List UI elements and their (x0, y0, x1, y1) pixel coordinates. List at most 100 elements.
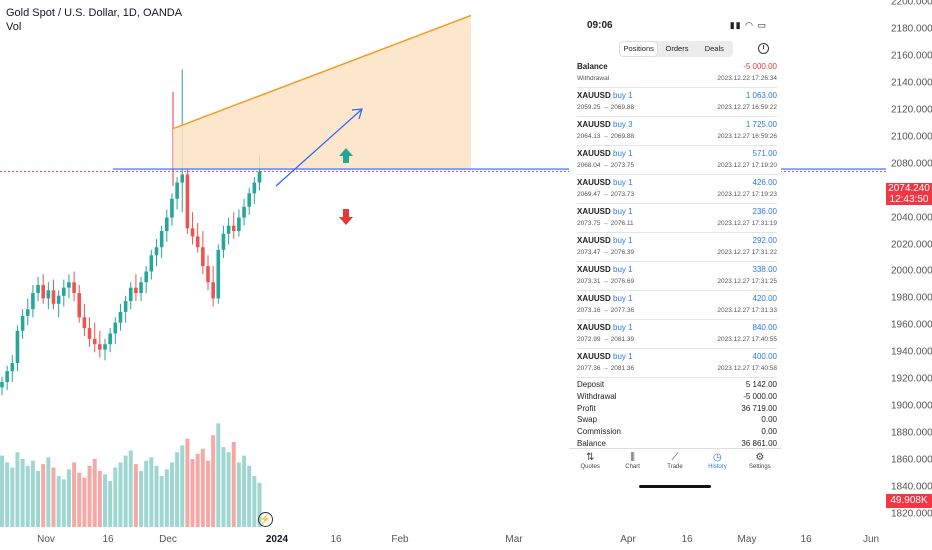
current-price-tag: 2074.240 12:43:50 (886, 183, 932, 205)
row-divider (577, 116, 777, 117)
candle (226, 217, 231, 245)
deal-side: buy 1 (613, 149, 633, 158)
tab-deals[interactable]: Deals (704, 44, 724, 53)
volume-bar (242, 455, 247, 527)
deal-detail: 2073.31 → 2076.69 (577, 278, 635, 285)
symbol-text: XAUUSD (577, 323, 611, 332)
deal-time: 2023.12.27 17:19:20 (717, 162, 777, 169)
candle (221, 225, 226, 258)
symbol-text: XAUUSD (577, 91, 611, 100)
summary-value: 36 861.00 (741, 439, 777, 448)
deal-detail: 2077.36 → 2081.36 (577, 365, 635, 372)
volume-bar (113, 467, 118, 527)
candle (56, 290, 61, 318)
candles-icon: ⫼ (630, 452, 635, 463)
time-tick: Nov (37, 534, 55, 545)
bolt-icon[interactable]: ⚡ (258, 512, 273, 527)
candle (195, 222, 200, 253)
price-tick: 2040.000 (891, 212, 932, 224)
volume-legend: Vol (6, 21, 22, 33)
deal-profit: 426.00 (752, 178, 777, 187)
deal-row[interactable]: XAUUSD buy 1 2068.04 → 2073.75 571.00 2023.… (577, 149, 777, 177)
candle (170, 193, 174, 226)
candle (67, 274, 71, 299)
price-tick: 1940.000 (891, 346, 932, 358)
time-tick: 16 (800, 534, 812, 545)
time-tick: 16 (330, 534, 342, 545)
deal-detail: 2064.13 → 2069.88 (577, 133, 635, 140)
deal-row[interactable]: XAUUSD buy 1 2077.36 → 2081.36 400.00 2023.… (577, 352, 777, 380)
deal-row[interactable]: XAUUSD buy 1 2073.16 → 2077.36 420.00 2023.… (577, 294, 777, 322)
volume-bar (25, 465, 30, 527)
row-divider (577, 87, 777, 88)
nav-chart[interactable]: ⫼ Chart (611, 449, 653, 479)
candle (211, 266, 215, 307)
down-arrow-icon[interactable] (339, 209, 353, 225)
candle (118, 303, 123, 331)
deal-time: 2023.12.27 17:40:58 (717, 365, 777, 372)
candle (206, 255, 210, 291)
candle (108, 328, 112, 353)
deal-symbol: XAUUSD buy 3 (577, 120, 633, 129)
candle (123, 295, 128, 323)
candle (185, 169, 190, 234)
row-divider (577, 290, 777, 291)
current-price-label: 2074.240 (888, 183, 930, 194)
volume-bar (82, 477, 87, 527)
volume-bar (108, 481, 113, 527)
volume-bar (72, 462, 77, 527)
countdown-label: 12:43:50 (889, 194, 929, 205)
projection-line[interactable] (172, 14, 472, 130)
nav-settings[interactable]: ⚙ Settings (739, 449, 781, 479)
deal-side: buy 1 (613, 265, 633, 274)
row-divider (577, 145, 777, 146)
volume-bar (92, 459, 97, 527)
symbol-title[interactable]: Gold Spot / U.S. Dollar, 1D, OANDA (6, 7, 183, 19)
deal-row[interactable]: XAUUSD buy 1 2073.47 → 2076.39 292.00 2023.… (577, 236, 777, 264)
deal-row[interactable]: XAUUSD buy 3 2064.13 → 2069.88 1 725.00 202… (577, 120, 777, 148)
volume-bar (20, 459, 25, 527)
nav-quotes[interactable]: ⇅ Quotes (569, 449, 611, 479)
price-tick: 2140.000 (891, 77, 932, 89)
time-tick: 16 (681, 534, 693, 545)
summary-row: Swap 0.00 (577, 415, 777, 426)
up-arrow-icon[interactable] (339, 148, 353, 163)
candle (149, 249, 154, 280)
symbol-text: XAUUSD (577, 294, 611, 303)
summary-row: Commission 0.00 (577, 427, 777, 438)
candle (62, 279, 66, 307)
summary-value: 5 142.00 (745, 380, 777, 389)
candle (31, 284, 35, 318)
deal-time: 2023.12.22 17:26:34 (717, 75, 777, 82)
deal-row[interactable]: XAUUSD buy 1 2069.47 → 2073.73 426.00 2023.… (577, 178, 777, 206)
deal-time: 2023.12.27 17:19:23 (717, 191, 777, 198)
clock-icon[interactable] (758, 43, 769, 54)
arrow-line[interactable] (275, 109, 362, 187)
summary-value: 36 719.00 (741, 403, 777, 413)
deal-profit: 1 063.00 (745, 91, 777, 100)
deal-symbol: XAUUSD buy 1 (577, 149, 633, 158)
deal-row[interactable]: Balance Withdrawal -5 000.00 2023.12.22 17… (577, 62, 777, 90)
row-divider (577, 377, 777, 378)
volume-bar (195, 453, 200, 527)
symbol-text: XAUUSD (577, 149, 611, 158)
candle (113, 317, 118, 345)
tab-positions[interactable]: Positions (620, 42, 658, 56)
deal-row[interactable]: XAUUSD buy 1 2072.99 → 2081.39 840.00 2023.… (577, 323, 777, 351)
candle (247, 187, 251, 215)
deal-row[interactable]: XAUUSD buy 1 2059.25 → 2069.88 1 063.00 202… (577, 91, 777, 119)
volume-bar (247, 465, 252, 527)
volume-bar (206, 460, 210, 527)
projection-area[interactable] (173, 15, 471, 170)
nav-trade[interactable]: ⟋ Trade (654, 449, 696, 479)
nav-history[interactable]: ◷ History (696, 449, 738, 479)
volume-bar (10, 467, 15, 527)
deal-row[interactable]: XAUUSD buy 1 2073.31 → 2076.69 338.00 2023.… (577, 265, 777, 293)
deal-row[interactable]: XAUUSD buy 1 2073.75 → 2076.11 236.00 2023.… (577, 207, 777, 235)
candle (25, 298, 30, 326)
candle (103, 338, 107, 361)
candle (216, 244, 221, 304)
volume-bar (149, 457, 154, 527)
tab-orders[interactable]: Orders (665, 44, 689, 53)
